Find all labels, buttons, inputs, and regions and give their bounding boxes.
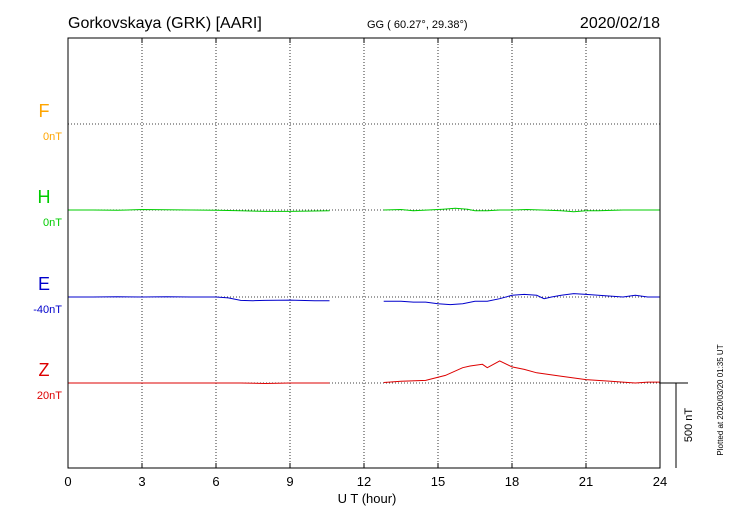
x-tick-label: 18: [505, 474, 519, 489]
series-offset-h: 0nT: [43, 217, 62, 229]
station-coords: GG ( 60.27°, 29.38°): [367, 19, 468, 31]
date-label: 2020/02/18: [580, 15, 660, 32]
series-name-z: Z: [39, 360, 50, 380]
plot-frame: [67, 37, 661, 469]
x-ticks: 0 3 6 9 12 15 18 21 24: [64, 38, 667, 489]
x-tick-label: 0: [64, 474, 71, 489]
x-tick-label: 9: [286, 474, 293, 489]
x-tick-label: 21: [579, 474, 593, 489]
plotted-timestamp: Plotted at 2020/03/20 01:35 UT: [716, 344, 725, 455]
grid: [68, 38, 660, 468]
x-axis-label: U T (hour): [338, 491, 397, 506]
series-name-e: E: [38, 274, 50, 294]
x-tick-label: 3: [138, 474, 145, 489]
series-lines: [68, 207, 660, 385]
x-tick-label: 24: [653, 474, 667, 489]
series-line-h: [68, 207, 660, 213]
scale-bar-label: 500 nT: [683, 408, 695, 443]
x-tick-label: 15: [431, 474, 445, 489]
series-labels: F 0nT H 0nT E -40nT Z 20nT: [33, 101, 62, 402]
series-offset-e: -40nT: [33, 304, 62, 316]
x-tick-label: 12: [357, 474, 371, 489]
x-tick-label: 6: [212, 474, 219, 489]
series-line-z: [68, 360, 660, 385]
series-offset-z: 20nT: [37, 390, 62, 402]
series-name-h: H: [38, 187, 51, 207]
series-line-e: [68, 293, 660, 306]
station-title: Gorkovskaya (GRK) [AARI]: [68, 15, 262, 32]
series-name-f: F: [39, 101, 50, 121]
series-offset-f: 0nT: [43, 131, 62, 143]
